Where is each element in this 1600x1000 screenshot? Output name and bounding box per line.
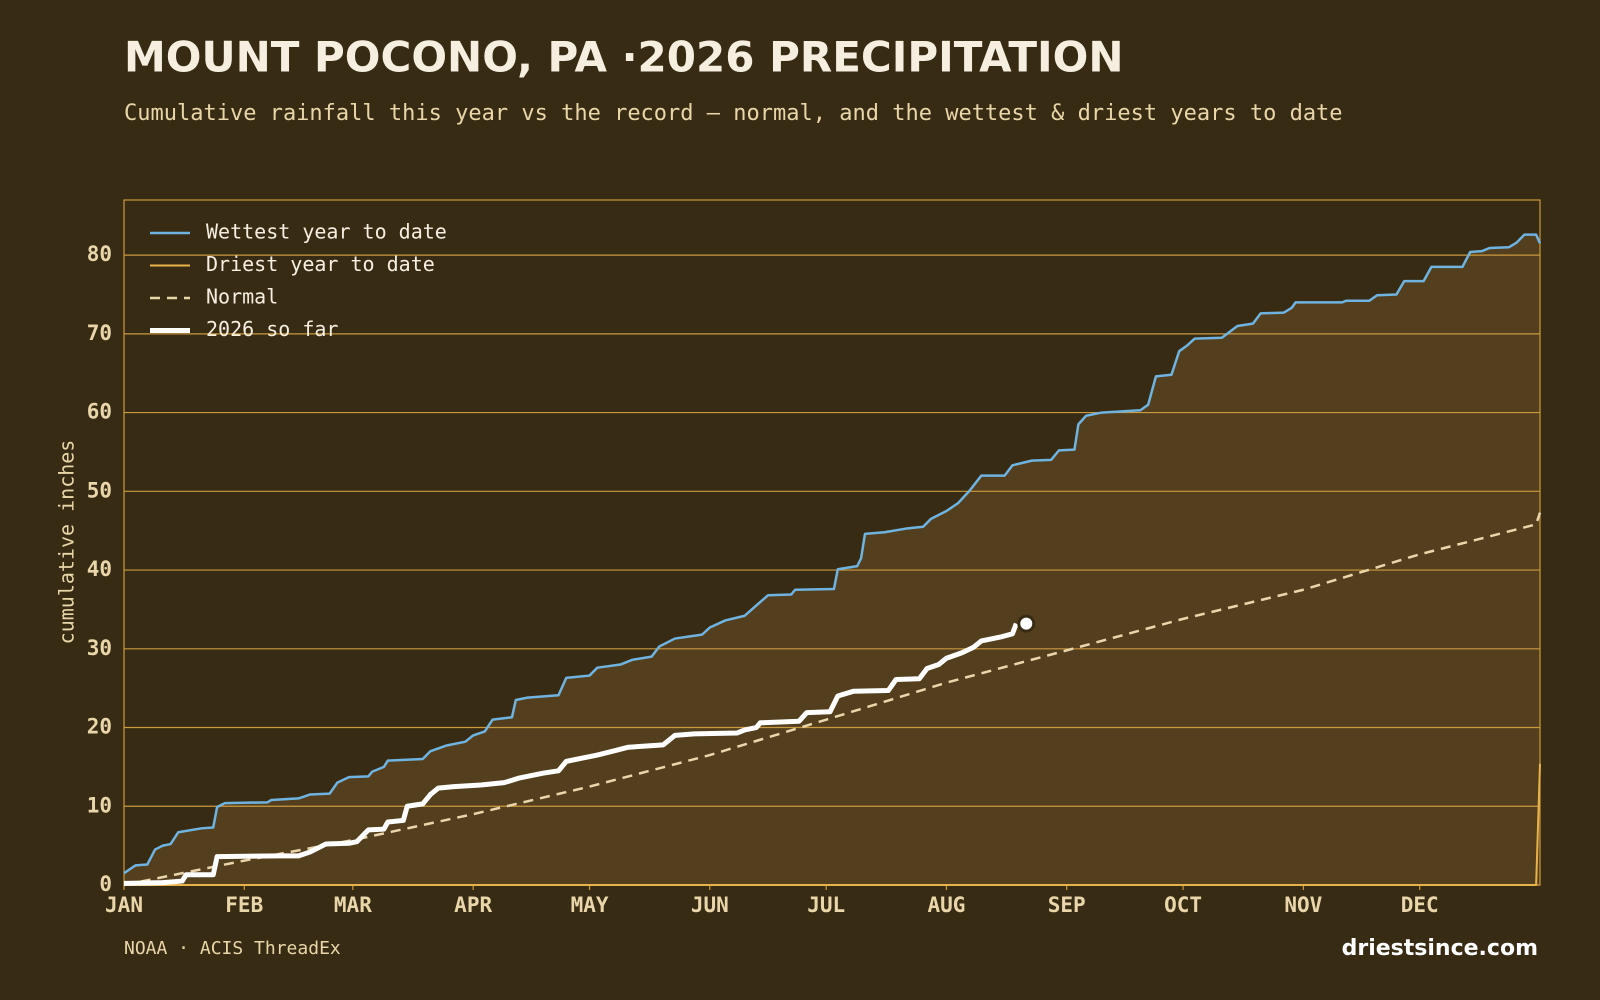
line xyxy=(123,512,1542,887)
end-marker xyxy=(1017,614,1036,633)
y-tick-label: 20 xyxy=(87,715,112,739)
x-tick-label: MAY xyxy=(571,893,609,917)
y-tick-label: 0 xyxy=(99,872,112,896)
chart-subtitle: Cumulative rainfall this year vs the rec… xyxy=(124,101,1343,126)
y-tick-label: 60 xyxy=(87,400,112,424)
x-tick-label: AUG xyxy=(927,893,965,917)
source: NOAA · ACIS ThreadEx xyxy=(124,938,341,959)
x-tick-label: FEB xyxy=(225,893,263,917)
x-tick-label: NOV xyxy=(1284,893,1322,917)
line xyxy=(123,233,1542,875)
y-tick-label: 30 xyxy=(87,636,112,660)
legend-label: Wettest year to date xyxy=(206,220,447,244)
x-tick-label: DEC xyxy=(1401,893,1439,917)
y-axis-label: cumulative inches xyxy=(55,440,79,645)
x-tick-label: JAN xyxy=(105,893,143,917)
line xyxy=(123,622,1019,886)
x-tick-label: JUL xyxy=(807,893,845,917)
legend-label: Driest year to date xyxy=(206,252,435,276)
line xyxy=(124,763,1541,886)
x-tick-label: MAR xyxy=(334,893,372,917)
x-tick-label: JUN xyxy=(691,893,729,917)
credit: driestsince.com xyxy=(1342,936,1538,961)
legend-label: 2026 so far xyxy=(206,317,338,341)
chart-title: MOUNT POCONO, PA ·2026 PRECIPITATION xyxy=(124,33,1124,82)
x-tick-label: APR xyxy=(454,893,492,917)
x-tick-label: SEP xyxy=(1048,893,1086,917)
y-tick-label: 40 xyxy=(87,557,112,581)
y-tick-label: 80 xyxy=(87,242,112,266)
y-tick-label: 10 xyxy=(87,793,112,817)
x-tick-label: OCT xyxy=(1164,893,1202,917)
area xyxy=(124,234,1540,885)
legend-label: Normal xyxy=(206,285,278,309)
y-tick-label: 70 xyxy=(87,321,112,345)
y-tick-label: 50 xyxy=(87,478,112,502)
